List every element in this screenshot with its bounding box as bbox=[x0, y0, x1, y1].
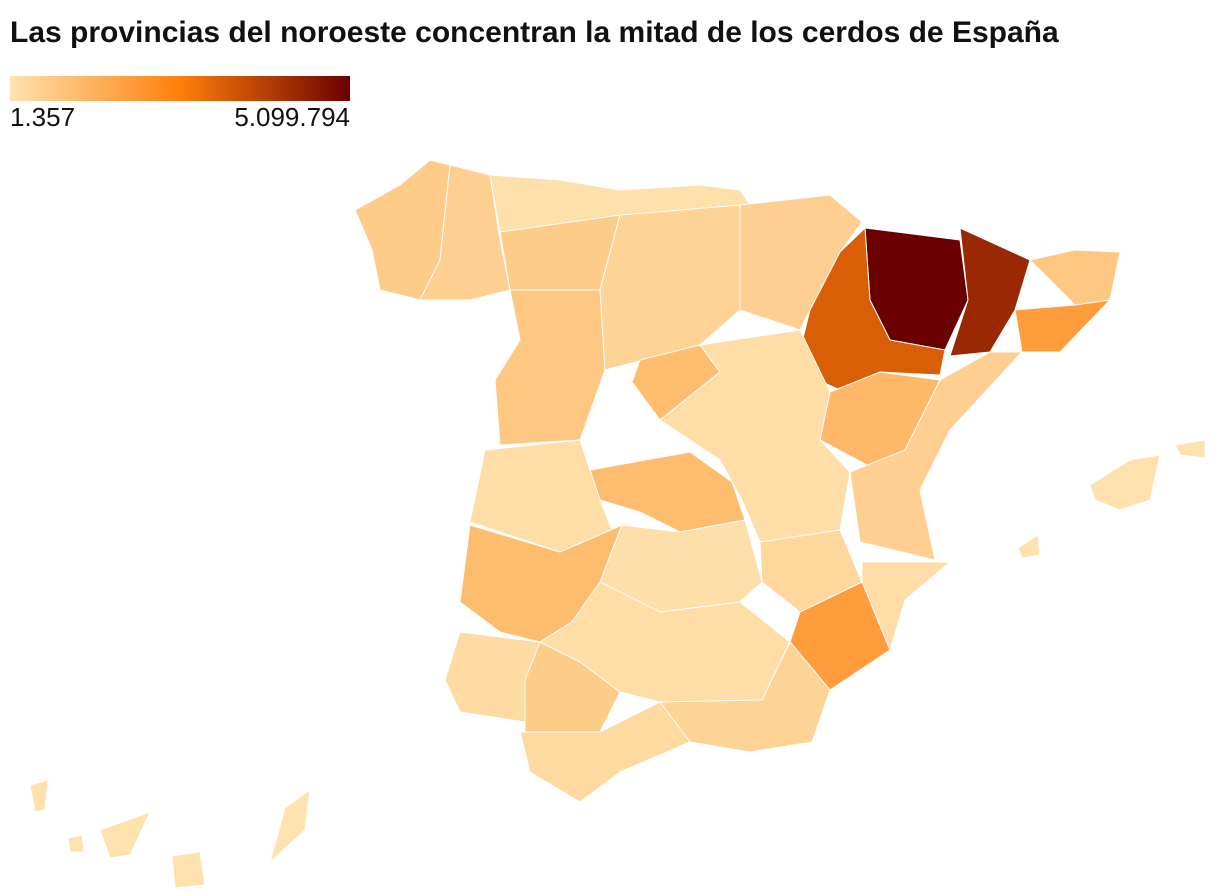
legend-bar bbox=[10, 76, 350, 101]
province bbox=[269, 789, 311, 863]
province bbox=[1017, 534, 1041, 559]
province bbox=[659, 641, 831, 753]
province bbox=[1174, 439, 1206, 459]
map bbox=[29, 159, 1206, 889]
province bbox=[1089, 454, 1161, 511]
province bbox=[494, 289, 606, 446]
province bbox=[444, 631, 541, 723]
legend-label: 5.099.794 bbox=[234, 102, 350, 132]
chart-title: Las provincias del noroeste concentran l… bbox=[10, 16, 1059, 49]
province bbox=[29, 779, 49, 813]
province bbox=[1029, 249, 1121, 306]
legend-label: 1.357 bbox=[10, 102, 75, 132]
province bbox=[171, 851, 206, 889]
province bbox=[469, 439, 613, 553]
province bbox=[67, 834, 85, 853]
province bbox=[519, 701, 691, 803]
province bbox=[1014, 299, 1111, 353]
province bbox=[99, 811, 151, 859]
province bbox=[789, 581, 891, 691]
province bbox=[849, 351, 1023, 561]
